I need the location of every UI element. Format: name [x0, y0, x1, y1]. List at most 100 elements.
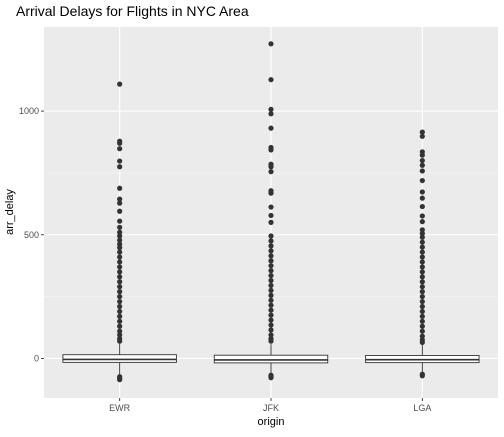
- box-lga: [365, 344, 480, 374]
- outlier-point: [268, 212, 274, 219]
- outlier-point: [268, 375, 274, 381]
- chart-title: Arrival Delays for Flights in NYC Area: [16, 3, 249, 19]
- outlier-point: [117, 158, 123, 164]
- outlier-point: [268, 164, 274, 170]
- outlier-point: [117, 323, 123, 329]
- outlier-point: [117, 164, 123, 170]
- outlier-point: [268, 302, 274, 308]
- outlier-point: [117, 332, 123, 338]
- outlier-point: [117, 245, 123, 251]
- outlier-point: [117, 81, 123, 87]
- outlier-point: [268, 327, 274, 333]
- outlier-point: [268, 248, 274, 254]
- outlier-point: [117, 254, 123, 260]
- x-tick-label: EWR: [109, 403, 130, 413]
- outlier-point: [268, 41, 274, 47]
- outlier-point: [419, 333, 425, 339]
- outlier-point: [419, 264, 425, 270]
- outlier-point: [419, 249, 425, 255]
- outlier-point: [268, 317, 274, 323]
- outlier-point: [268, 233, 274, 239]
- outlier-point: [268, 287, 274, 294]
- outlier-point: [268, 297, 274, 303]
- outlier-point: [268, 125, 274, 131]
- outlier-point: [268, 312, 274, 318]
- outlier-point: [419, 239, 425, 245]
- outlier-point: [117, 196, 123, 202]
- x-tick-label: LGA: [413, 403, 431, 413]
- outlier-point: [419, 284, 425, 290]
- outlier-point: [117, 269, 123, 275]
- outlier-point: [117, 249, 123, 255]
- outlier-point: [419, 168, 425, 174]
- outlier-point: [117, 140, 123, 146]
- outlier-point: [419, 189, 425, 195]
- outlier-point: [268, 277, 274, 284]
- y-axis-title: arr_delay: [4, 189, 16, 235]
- box-jfk: [213, 344, 329, 375]
- outlier-point: [117, 218, 123, 224]
- outlier-point: [117, 200, 123, 206]
- outlier-point: [117, 279, 123, 285]
- outlier-point: [117, 224, 123, 230]
- outlier-point: [268, 268, 274, 274]
- outlier-point: [117, 233, 123, 239]
- outlier-point: [419, 298, 425, 305]
- outlier-point: [268, 243, 274, 249]
- outlier-point: [117, 237, 123, 243]
- outlier-point: [268, 190, 274, 196]
- outlier-point: [268, 272, 274, 279]
- outlier-point: [268, 111, 274, 117]
- outlier-point: [419, 129, 425, 135]
- outlier-point: [419, 328, 425, 334]
- outlier-point: [419, 289, 425, 295]
- outlier-point: [268, 338, 274, 344]
- outlier-point: [419, 133, 425, 139]
- outlier-point: [268, 147, 274, 153]
- outlier-point: [419, 227, 425, 233]
- outlier-point: [268, 106, 274, 112]
- outlier-point: [117, 293, 123, 300]
- outlier-point: [117, 303, 123, 310]
- outlier-point: [117, 313, 123, 319]
- outlier-point: [117, 284, 123, 290]
- outlier-point: [117, 229, 123, 235]
- x-axis-title: origin: [258, 416, 285, 428]
- outlier-point: [419, 234, 425, 240]
- y-tick-label: 1000: [19, 106, 39, 116]
- outlier-point: [419, 303, 425, 310]
- outlier-point: [419, 195, 425, 201]
- x-tick-label: JFK: [263, 403, 279, 413]
- outlier-point: [117, 308, 123, 315]
- outlier-point: [268, 77, 274, 83]
- outlier-point: [419, 259, 425, 265]
- outlier-point: [117, 185, 123, 191]
- outlier-point: [117, 338, 123, 344]
- outlier-point: [268, 204, 274, 210]
- outlier-point: [419, 308, 425, 315]
- outlier-point: [117, 318, 123, 324]
- outlier-point: [117, 259, 123, 265]
- outlier-point: [268, 332, 274, 338]
- iqr-box: [62, 354, 177, 363]
- box-ewr: [62, 343, 177, 376]
- outlier-point: [419, 323, 425, 329]
- outlier-point: [419, 213, 425, 219]
- outlier-point: [117, 298, 123, 305]
- outlier-point: [268, 307, 274, 313]
- outlier-point: [419, 162, 425, 168]
- outlier-point: [117, 377, 123, 383]
- outlier-point: [268, 169, 274, 175]
- outlier-point: [419, 293, 425, 300]
- outlier-point: [419, 152, 425, 158]
- outlier-point: [419, 230, 425, 237]
- outlier-point: [419, 254, 425, 260]
- outlier-point: [419, 313, 425, 319]
- outlier-point: [419, 244, 425, 250]
- outlier-point: [419, 269, 425, 275]
- outlier-point: [419, 373, 425, 379]
- iqr-box: [213, 354, 329, 364]
- outlier-point: [419, 274, 425, 280]
- outlier-point: [117, 146, 123, 152]
